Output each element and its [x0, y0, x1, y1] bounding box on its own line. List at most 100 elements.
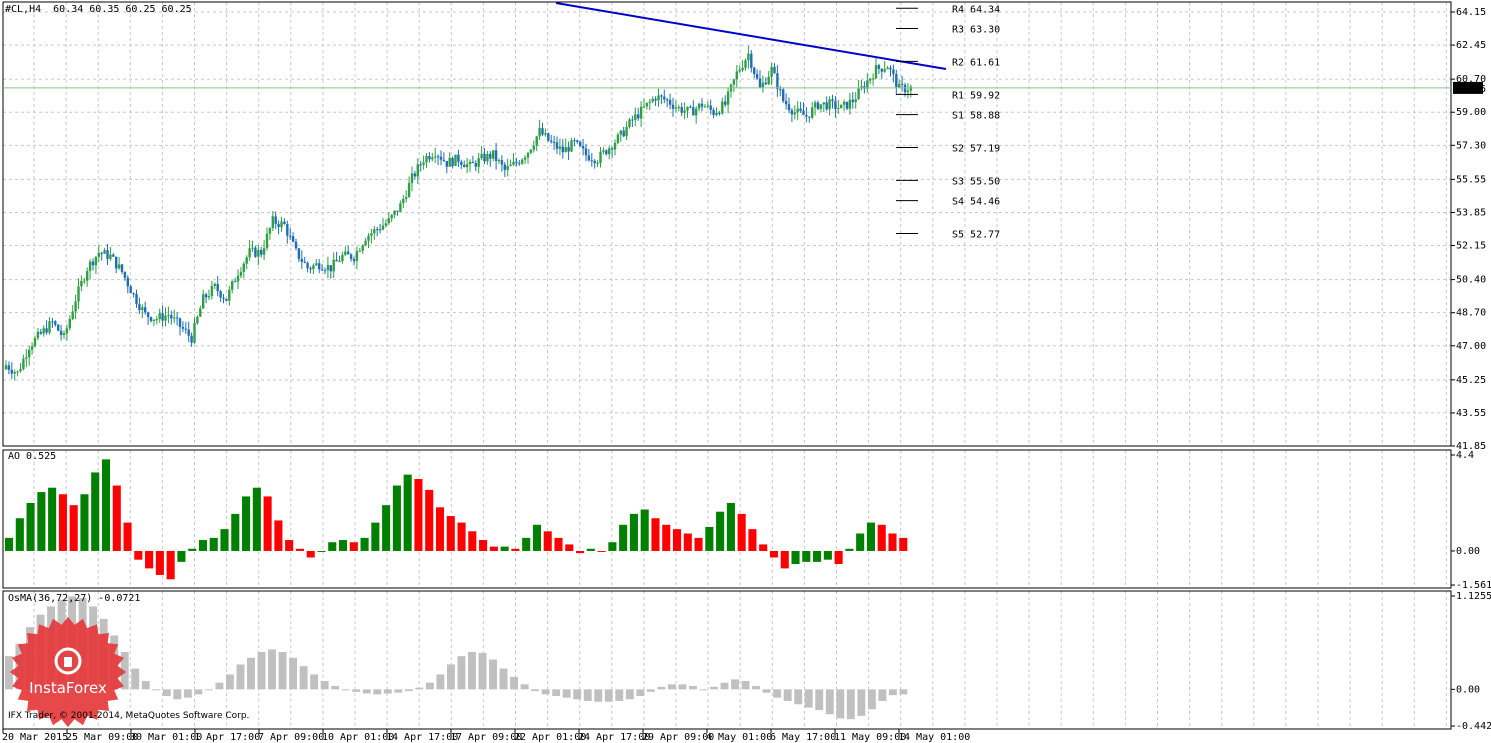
candle-body — [19, 368, 22, 372]
candle-body — [283, 221, 286, 224]
pane-frame-1 — [2, 449, 1452, 589]
ao-bar — [371, 522, 380, 551]
ao-bar — [328, 542, 337, 551]
candle-body — [489, 153, 492, 159]
candle-body — [376, 229, 379, 231]
candle-body — [796, 108, 799, 113]
candle-body — [463, 164, 466, 168]
ao-bar — [231, 513, 240, 551]
ao-bar — [532, 524, 541, 551]
ao-bar — [597, 550, 606, 552]
candle-body — [393, 210, 396, 215]
ao-bar — [80, 494, 89, 551]
ao-bar — [166, 550, 175, 580]
candle-body — [239, 271, 243, 276]
time-tick-label: 4 May 01:00 — [706, 732, 772, 743]
overlays[interactable]: 60.25 R4 64.34 R3 63.30 R2 61.61 R1 59.92 S1 … — [3, 2, 1486, 240]
candle-body — [692, 107, 695, 116]
ao-bar — [134, 550, 143, 560]
candle-body — [236, 275, 240, 282]
osma-bar — [299, 666, 308, 690]
osma-bar — [594, 689, 603, 702]
candle-body — [88, 261, 92, 271]
time-tick-label: 10 Apr 01:00 — [322, 732, 394, 743]
candle-body — [135, 293, 138, 305]
ao-bar — [769, 550, 779, 558]
candle-body — [149, 317, 153, 321]
time-tick-label: 20 Mar 2015 — [2, 732, 68, 743]
candle-body — [123, 271, 127, 278]
candle-body — [581, 146, 585, 149]
candle-body — [825, 102, 828, 110]
osma-bar — [710, 686, 718, 690]
candle-body — [602, 150, 605, 152]
candle-body — [167, 315, 170, 317]
candle-body — [45, 328, 48, 333]
candle-body — [793, 112, 796, 115]
candle-body — [13, 372, 16, 374]
pivot-label-s3: S3 55.50 — [952, 176, 1000, 187]
ao-bar — [263, 496, 272, 551]
osma-bar — [204, 689, 213, 691]
ao-bar — [479, 540, 488, 551]
ao-bar — [414, 478, 423, 551]
price-tick-label: 62.45 — [1456, 40, 1486, 51]
candle-body — [439, 156, 443, 160]
ao-bar — [26, 502, 35, 551]
grid-lines — [3, 2, 1451, 729]
candle-body — [329, 265, 332, 272]
candle-body — [7, 365, 11, 370]
candle-body — [196, 316, 199, 324]
ao-bar — [705, 526, 714, 551]
candle-body — [120, 264, 124, 272]
candle-body — [532, 145, 535, 150]
candle-body — [4, 365, 8, 370]
candle-body — [526, 152, 530, 158]
candle-body — [405, 197, 408, 199]
candle-body — [547, 133, 550, 141]
osma-bar — [394, 689, 403, 693]
candle-body — [378, 229, 382, 231]
candle-body — [718, 112, 721, 114]
candle-body — [564, 147, 567, 153]
candle-body — [132, 293, 135, 295]
candle-body — [651, 98, 654, 102]
candle-body — [535, 136, 538, 146]
ao-bar — [446, 516, 455, 551]
osma-bar — [352, 689, 361, 692]
osma-bar — [520, 684, 529, 690]
ao-bar — [877, 524, 886, 551]
candle-body — [538, 128, 541, 137]
candle-body — [112, 254, 115, 257]
candle-body — [204, 294, 208, 298]
candle-body — [454, 154, 457, 166]
candle-body — [494, 150, 498, 161]
candle-body — [341, 254, 344, 262]
candle-body — [178, 318, 182, 327]
candle-body — [523, 157, 527, 160]
osma-bar — [489, 659, 497, 690]
osma-bar — [404, 689, 413, 692]
osma-bar — [857, 689, 866, 716]
candle-body — [541, 128, 544, 135]
candle-body — [332, 259, 335, 272]
candle-body — [492, 150, 495, 159]
candle-body — [512, 161, 515, 165]
candle-body — [434, 156, 437, 158]
candle-body — [883, 69, 886, 72]
candle-body — [187, 329, 190, 336]
osma-bar — [562, 689, 571, 698]
candle-body — [193, 323, 196, 343]
candle-body — [697, 103, 701, 109]
candle-body — [373, 229, 376, 234]
osma-bar — [773, 689, 782, 698]
candle-body — [28, 349, 31, 358]
osma-bar — [278, 652, 287, 690]
candle-body — [326, 265, 330, 271]
candle-body — [25, 357, 28, 359]
candle-body — [648, 101, 651, 103]
ao-bar — [145, 550, 154, 569]
candle-body — [642, 106, 646, 108]
candle-body — [39, 331, 42, 334]
